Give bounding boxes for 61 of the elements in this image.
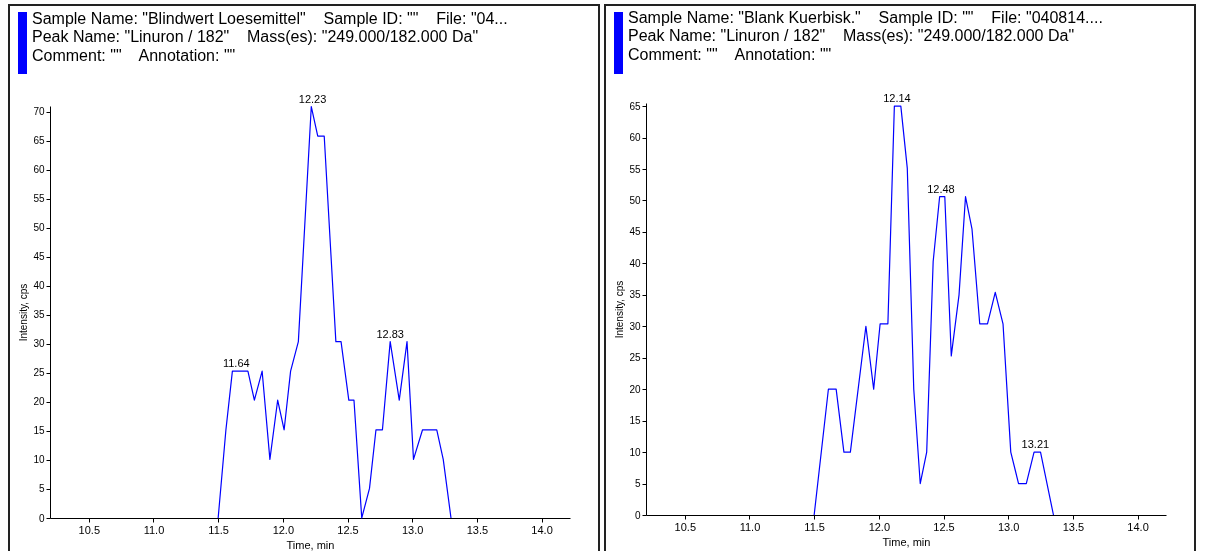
x-tick-label: 10.5 xyxy=(78,523,101,536)
y-axis-title: Intensity, cps xyxy=(614,280,626,339)
x-tick-label: 12.0 xyxy=(868,520,891,533)
y-tick-label: 60 xyxy=(629,132,641,144)
y-tick-label: 0 xyxy=(634,509,641,521)
y-tick-label: 25 xyxy=(629,352,641,364)
x-tick-label: 12.5 xyxy=(337,523,359,536)
y-tick-label: 65 xyxy=(33,135,45,147)
y-tick-label: 5 xyxy=(38,483,45,495)
y-tick-label: 0 xyxy=(38,512,45,524)
annotation: 12.14 xyxy=(883,92,911,105)
y-tick-label: 50 xyxy=(33,222,45,234)
y-tick-label: 40 xyxy=(33,280,45,292)
x-tick-label: 13.5 xyxy=(466,523,489,536)
y-tick-label: 45 xyxy=(629,226,641,238)
y-tick-label: 70 xyxy=(33,106,45,118)
x-tick-label: 10.5 xyxy=(674,520,697,533)
x-tick-label: 13.5 xyxy=(1062,520,1085,533)
y-tick-label: 30 xyxy=(629,320,641,332)
y-tick-label: 25 xyxy=(33,367,45,379)
x-tick-label: 11.0 xyxy=(739,520,761,533)
chart-title: Sample Name: "Blindwert Loesemittel" Sample ID: "" File: "04... xyxy=(32,9,508,27)
annotation: 12.23 xyxy=(298,92,327,105)
y-tick-label: 15 xyxy=(629,415,641,427)
y-tick-label: 10 xyxy=(629,446,641,458)
y-tick-label: 65 xyxy=(629,100,641,112)
x-tick-label: 13.0 xyxy=(997,520,1020,533)
x-tick-label: 11.0 xyxy=(143,523,165,536)
y-tick-label: 5 xyxy=(634,478,641,490)
x-tick-label: 14.0 xyxy=(531,523,553,536)
chart-subtitle: Peak Name: "Linuron / 182" Mass(es): "249.000/182.000 Da" Comment: "" Annotation: "" xyxy=(628,27,1075,64)
chart-title: Sample Name: "Blank Kuerbisk." Sample ID: "" File: "040814.... xyxy=(628,9,1103,27)
y-tick-label: 50 xyxy=(629,195,641,206)
y-tick-label: 20 xyxy=(33,396,45,408)
y-tick-label: 60 xyxy=(33,164,45,176)
x-tick-label: 12.5 xyxy=(933,520,955,533)
y-tick-label: 45 xyxy=(33,251,45,263)
y-tick-label: 55 xyxy=(629,163,641,175)
x-tick-label: 12.0 xyxy=(272,523,295,536)
x-tick-label: 11.5 xyxy=(804,520,825,533)
x-tick-label: 11.5 xyxy=(208,523,229,536)
x-axis-title: Time, min xyxy=(286,538,335,551)
annotation: 12.83 xyxy=(376,327,404,340)
annotation: 13.21 xyxy=(1021,438,1050,451)
y-tick-label: 30 xyxy=(33,338,45,350)
y-tick-label: 35 xyxy=(629,289,641,301)
y-tick-label: 20 xyxy=(629,383,641,395)
y-tick-label: 55 xyxy=(33,193,45,205)
y-tick-label: 35 xyxy=(33,309,45,321)
annotation: 12.48 xyxy=(927,182,955,195)
y-tick-label: 40 xyxy=(629,257,641,269)
x-tick-label: 13.0 xyxy=(401,523,424,536)
y-axis-title: Intensity, cps xyxy=(18,283,30,342)
line-series xyxy=(217,105,452,519)
y-tick-label: 15 xyxy=(33,425,45,437)
chart-subtitle: Peak Name: "Linuron / 182" Mass(es): "249.000/182.000 Da" Comment: "" Annotation: "" xyxy=(32,27,479,64)
line-series xyxy=(813,105,1055,516)
y-tick-label: 10 xyxy=(33,454,45,466)
annotation: 11.64 xyxy=(222,357,250,370)
x-axis-title: Time, min xyxy=(882,535,931,548)
x-tick-label: 14.0 xyxy=(1127,520,1149,533)
